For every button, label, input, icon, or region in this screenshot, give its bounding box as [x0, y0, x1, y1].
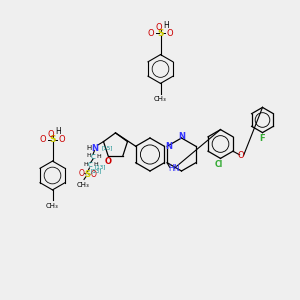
- Text: O: O: [148, 28, 154, 38]
- Text: O: O: [167, 28, 173, 38]
- Text: CH₃: CH₃: [154, 96, 167, 102]
- Text: C: C: [88, 162, 92, 168]
- Text: CH₃: CH₃: [77, 182, 90, 188]
- Text: H: H: [163, 21, 169, 30]
- Text: N: N: [165, 142, 172, 151]
- Text: O: O: [79, 169, 85, 178]
- Text: H: H: [97, 154, 101, 158]
- Text: F: F: [260, 134, 265, 143]
- Text: H: H: [94, 162, 98, 167]
- Text: H: H: [87, 153, 92, 158]
- Text: HN: HN: [169, 164, 180, 173]
- Text: N: N: [91, 144, 98, 153]
- Text: O: O: [105, 157, 112, 166]
- Text: S: S: [157, 28, 164, 38]
- Text: O: O: [156, 23, 162, 32]
- Text: S: S: [49, 135, 56, 144]
- Text: O: O: [91, 170, 97, 179]
- Text: H: H: [87, 145, 92, 151]
- Text: S: S: [84, 169, 90, 178]
- Text: H: H: [83, 162, 88, 167]
- Text: [15]: [15]: [101, 145, 112, 150]
- Text: N: N: [178, 132, 185, 141]
- Text: [13]: [13]: [91, 168, 102, 173]
- Text: C: C: [91, 154, 95, 160]
- Text: H: H: [55, 128, 61, 136]
- Text: O: O: [237, 151, 244, 160]
- Text: [13]: [13]: [94, 164, 106, 169]
- Text: O: O: [59, 135, 65, 144]
- Text: O: O: [48, 130, 54, 139]
- Text: O: O: [40, 135, 46, 144]
- Text: Cl: Cl: [215, 160, 223, 169]
- Text: CH₃: CH₃: [46, 202, 59, 208]
